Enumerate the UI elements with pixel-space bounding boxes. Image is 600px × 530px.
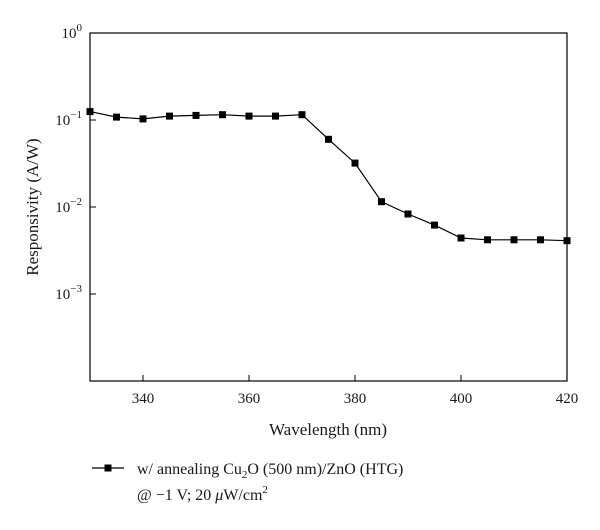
data-point-1 <box>113 113 120 121</box>
legend-label-line2: @ −1 V; 20 μW/cm2 <box>137 484 268 504</box>
series-group <box>86 108 571 245</box>
series-line-0 <box>89 111 568 242</box>
data-point-3 <box>166 112 173 120</box>
x-tick-label-1: 360 <box>238 391 261 407</box>
legend-label-line1: w/ annealing Cu2O (500 nm)/ZnO (HTG) <box>137 461 403 481</box>
legend-marker <box>104 464 112 472</box>
plot-frame <box>89 32 568 382</box>
data-point-18 <box>563 237 571 245</box>
data-point-2 <box>139 115 147 123</box>
data-point-15 <box>484 236 491 244</box>
x-tick-label-0: 340 <box>132 391 155 407</box>
y-axis-label: Responsivity (A/W) <box>23 138 42 275</box>
x-axis-label: Wavelength (nm) <box>269 420 387 439</box>
y-axis-ticks: 10−3 10−2 10−1 100 <box>55 22 96 303</box>
data-point-6 <box>245 112 253 120</box>
y-tick-label-3: 100 <box>62 22 83 42</box>
data-point-9 <box>325 135 332 143</box>
data-point-5 <box>219 111 226 119</box>
data-point-8 <box>298 111 306 119</box>
y-tick-label-2: 10−1 <box>55 109 82 129</box>
legend: w/ annealing Cu2O (500 nm)/ZnO (HTG) @ −… <box>92 461 403 504</box>
x-axis-ticks: 340 360 380 400 420 <box>132 375 579 407</box>
data-point-11 <box>378 198 385 206</box>
data-point-16 <box>510 236 518 244</box>
data-point-4 <box>192 111 200 119</box>
y-tick-label-1: 10−2 <box>55 196 82 216</box>
data-point-7 <box>272 112 279 120</box>
x-tick-label-4: 420 <box>556 391 579 407</box>
data-point-13 <box>431 221 438 229</box>
x-tick-label-3: 400 <box>450 391 473 407</box>
data-point-0 <box>86 108 94 116</box>
data-point-17 <box>537 236 544 244</box>
data-point-12 <box>404 210 412 218</box>
y-tick-label-0: 10−3 <box>55 283 82 303</box>
data-point-10 <box>351 159 359 167</box>
x-tick-label-2: 380 <box>344 391 367 407</box>
data-point-14 <box>457 234 465 242</box>
